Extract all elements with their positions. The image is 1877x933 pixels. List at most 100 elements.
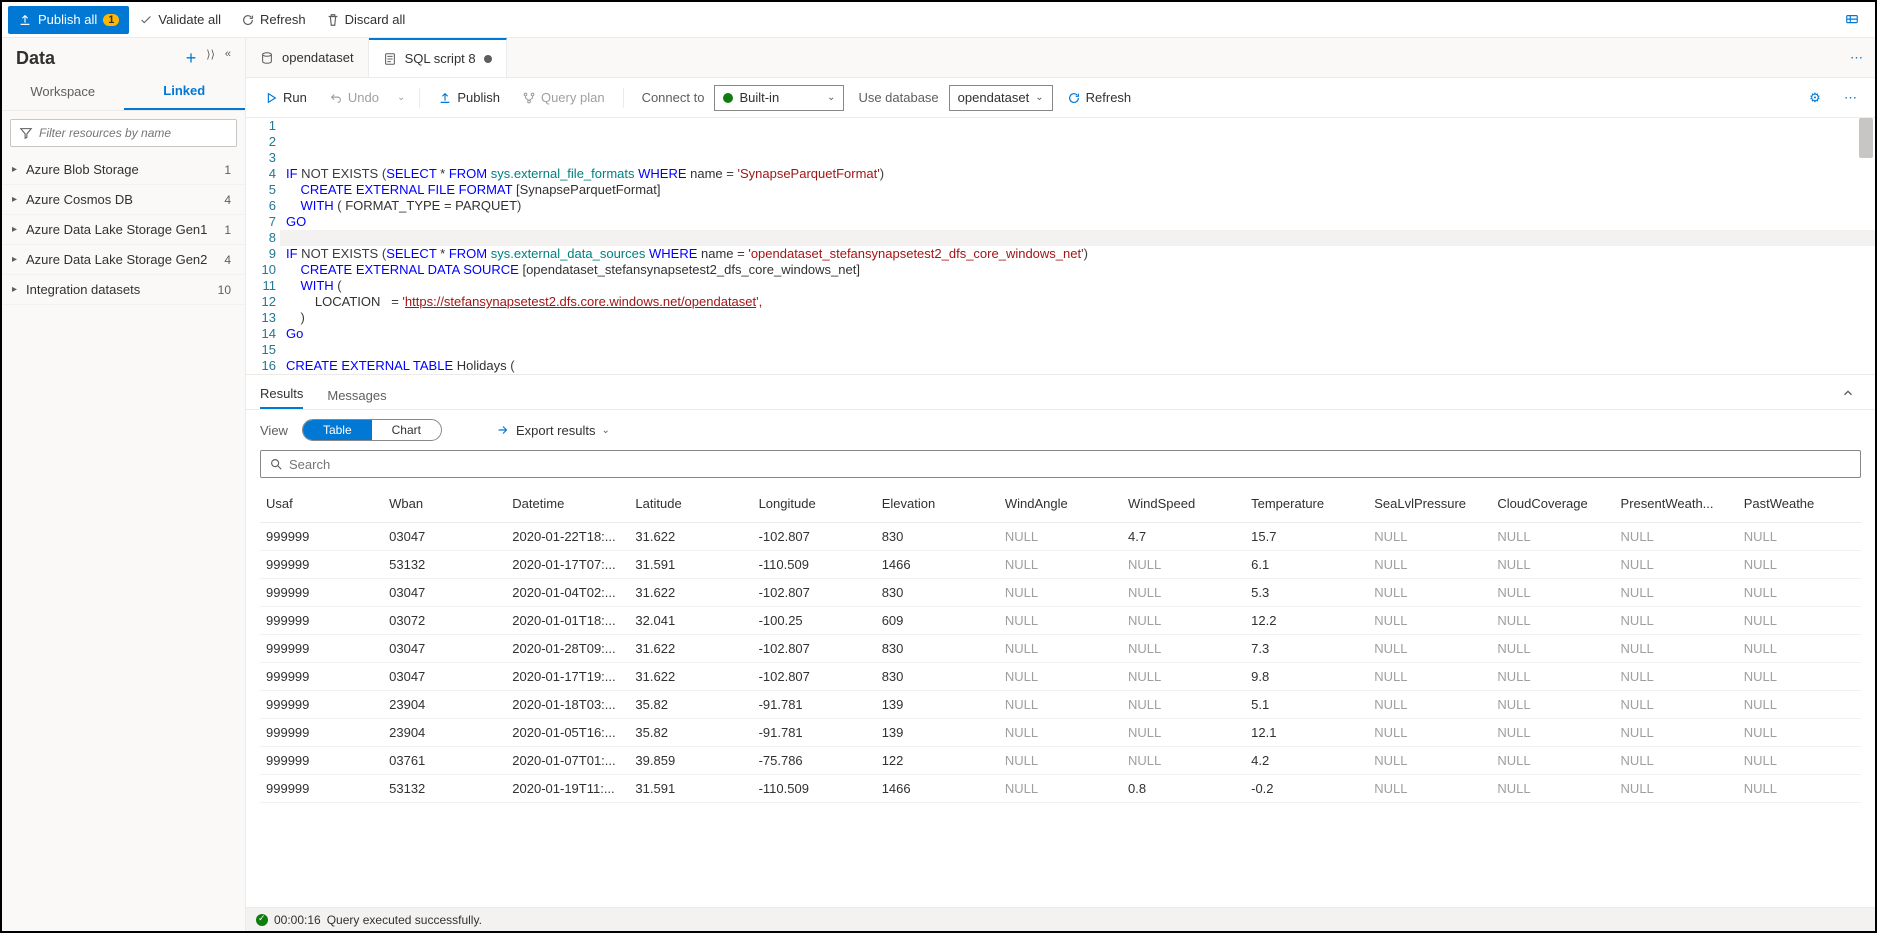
sidebar-item[interactable]: ▸Integration datasets10 bbox=[2, 275, 245, 305]
filter-input-wrap[interactable] bbox=[10, 119, 237, 147]
column-header[interactable]: PresentWeath... bbox=[1615, 486, 1738, 522]
run-button[interactable]: Run bbox=[256, 84, 315, 112]
unsaved-dot-icon bbox=[484, 55, 492, 63]
results-table: UsafWbanDatetimeLatitudeLongitudeElevati… bbox=[260, 486, 1861, 803]
discard-all-button[interactable]: Discard all bbox=[316, 6, 416, 34]
table-row[interactable]: 999999037612020-01-07T01:...39.859-75.78… bbox=[260, 746, 1861, 774]
column-header[interactable]: Elevation bbox=[876, 486, 999, 522]
refresh-icon bbox=[241, 13, 255, 27]
results-view-row: View Table Chart Export results ⌄ bbox=[246, 410, 1875, 450]
chevron-right-icon: ▸ bbox=[12, 164, 26, 175]
query-plan-button[interactable]: Query plan bbox=[514, 84, 613, 112]
chevron-down-icon: ⌄ bbox=[1035, 92, 1043, 103]
status-bar: 00:00:16 Query executed successfully. bbox=[246, 907, 1875, 931]
sql-icon bbox=[383, 52, 397, 66]
add-icon[interactable]: + bbox=[186, 48, 197, 69]
refresh-icon bbox=[1067, 91, 1081, 105]
data-sidebar: Data + ⟩⟩ « Workspace Linked ▸Azure Blob… bbox=[2, 38, 246, 931]
editor-toolbar: Run Undo ⌄ Publish Query plan Connect to bbox=[246, 78, 1875, 118]
column-header[interactable]: PastWeathe bbox=[1738, 486, 1861, 522]
publish-button[interactable]: Publish bbox=[430, 84, 508, 112]
sidebar-item[interactable]: ▸Azure Blob Storage1 bbox=[2, 155, 245, 185]
column-header[interactable]: WindSpeed bbox=[1122, 486, 1245, 522]
search-icon bbox=[269, 457, 283, 471]
chevron-right-icon: ▸ bbox=[12, 284, 26, 295]
column-header[interactable]: Latitude bbox=[629, 486, 752, 522]
export-results-button[interactable]: Export results ⌄ bbox=[496, 423, 610, 438]
more-button[interactable]: ⋯ bbox=[1836, 84, 1865, 112]
tab-opendataset[interactable]: opendataset bbox=[246, 38, 369, 77]
column-header[interactable]: Usaf bbox=[260, 486, 383, 522]
database-icon bbox=[260, 51, 274, 65]
filter-input[interactable] bbox=[39, 126, 228, 140]
undo-button[interactable]: Undo bbox=[321, 84, 387, 112]
feedback-button[interactable] bbox=[1835, 6, 1869, 34]
validate-all-button[interactable]: Validate all bbox=[129, 6, 231, 34]
column-header[interactable]: Longitude bbox=[753, 486, 876, 522]
view-label: View bbox=[260, 423, 288, 438]
sidebar-title: Data bbox=[16, 48, 186, 69]
upload-icon bbox=[438, 91, 452, 105]
column-header[interactable]: SeaLvlPressure bbox=[1368, 486, 1491, 522]
top-toolbar: Publish all 1 Validate all Refresh Disca… bbox=[2, 2, 1875, 38]
tab-sql-script[interactable]: SQL script 8 bbox=[369, 38, 507, 77]
tabs-more-button[interactable]: ⋯ bbox=[1838, 38, 1875, 77]
publish-all-button[interactable]: Publish all 1 bbox=[8, 6, 129, 34]
view-toggle: Table Chart bbox=[302, 419, 442, 441]
column-header[interactable]: CloudCoverage bbox=[1491, 486, 1614, 522]
table-row[interactable]: 999999531322020-01-17T07:...31.591-110.5… bbox=[260, 550, 1861, 578]
column-header[interactable]: WindAngle bbox=[999, 486, 1122, 522]
status-dot-icon bbox=[723, 93, 733, 103]
view-chart-button[interactable]: Chart bbox=[372, 420, 441, 440]
play-icon bbox=[264, 91, 278, 105]
table-row[interactable]: 999999030472020-01-28T09:...31.622-102.8… bbox=[260, 634, 1861, 662]
collapse-icon[interactable]: « bbox=[225, 48, 231, 69]
table-row[interactable]: 999999030472020-01-17T19:...31.622-102.8… bbox=[260, 662, 1861, 690]
tab-messages[interactable]: Messages bbox=[327, 382, 386, 409]
sidebar-item[interactable]: ▸Azure Cosmos DB4 bbox=[2, 185, 245, 215]
tab-workspace[interactable]: Workspace bbox=[2, 73, 124, 110]
sidebar-item[interactable]: ▸Azure Data Lake Storage Gen24 bbox=[2, 245, 245, 275]
table-row[interactable]: 999999239042020-01-05T16:...35.82-91.781… bbox=[260, 718, 1861, 746]
plan-icon bbox=[522, 91, 536, 105]
sliders-icon: ⚙ bbox=[1808, 91, 1822, 105]
editor-scrollbar[interactable] bbox=[1859, 118, 1873, 158]
connect-to-label: Connect to bbox=[642, 90, 705, 105]
column-header[interactable]: Wban bbox=[383, 486, 506, 522]
refresh-editor-button[interactable]: Refresh bbox=[1059, 84, 1140, 112]
collapse-results-button[interactable] bbox=[1835, 380, 1861, 409]
code-editor[interactable]: 12345678910111213141516 IF NOT EXISTS (S… bbox=[246, 118, 1875, 374]
settings-button[interactable]: ⚙ bbox=[1800, 84, 1830, 112]
chevron-down-icon: ⌄ bbox=[601, 425, 609, 436]
connect-to-select[interactable]: Built-in ⌄ bbox=[714, 85, 844, 111]
tab-results[interactable]: Results bbox=[260, 380, 303, 409]
search-input[interactable] bbox=[289, 457, 1852, 472]
table-row[interactable]: 999999239042020-01-18T03:...35.82-91.781… bbox=[260, 690, 1861, 718]
status-ok-icon bbox=[256, 914, 268, 926]
sidebar-item[interactable]: ▸Azure Data Lake Storage Gen11 bbox=[2, 215, 245, 245]
publish-label: Publish all bbox=[38, 12, 97, 27]
results-search[interactable] bbox=[260, 450, 1861, 478]
table-row[interactable]: 999999030472020-01-04T02:...31.622-102.8… bbox=[260, 578, 1861, 606]
undo-dropdown[interactable]: ⌄ bbox=[393, 84, 409, 112]
check-icon bbox=[139, 13, 153, 27]
view-table-button[interactable]: Table bbox=[303, 420, 372, 440]
trash-icon bbox=[326, 13, 340, 27]
chevron-down-icon: ⌄ bbox=[827, 92, 835, 103]
editor-tabs: opendataset SQL script 8 ⋯ bbox=[246, 38, 1875, 78]
publish-count-badge: 1 bbox=[103, 14, 119, 26]
chevron-right-icon: ▸ bbox=[12, 254, 26, 265]
export-icon bbox=[496, 423, 510, 437]
results-table-wrap[interactable]: UsafWbanDatetimeLatitudeLongitudeElevati… bbox=[246, 486, 1875, 907]
column-header[interactable]: Temperature bbox=[1245, 486, 1368, 522]
database-select[interactable]: opendataset ⌄ bbox=[949, 85, 1053, 111]
refresh-button[interactable]: Refresh bbox=[231, 6, 316, 34]
tab-linked[interactable]: Linked bbox=[124, 73, 246, 110]
chevron-right-icon: ▸ bbox=[12, 224, 26, 235]
table-row[interactable]: 999999531322020-01-19T11:...31.591-110.5… bbox=[260, 774, 1861, 802]
chevrons-icon[interactable]: ⟩⟩ bbox=[206, 48, 215, 69]
table-row[interactable]: 999999030722020-01-01T18:...32.041-100.2… bbox=[260, 606, 1861, 634]
column-header[interactable]: Datetime bbox=[506, 486, 629, 522]
table-row[interactable]: 999999030472020-01-22T18:...31.622-102.8… bbox=[260, 522, 1861, 550]
use-database-label: Use database bbox=[858, 90, 938, 105]
